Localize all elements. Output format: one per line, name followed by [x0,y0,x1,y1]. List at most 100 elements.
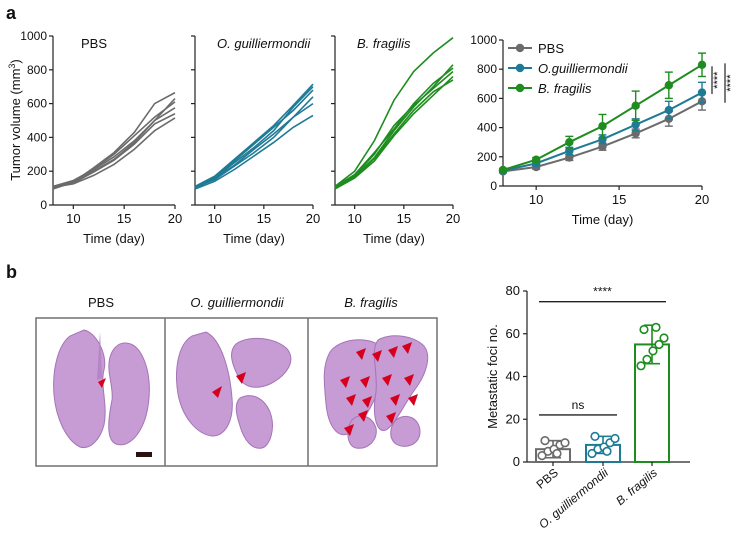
data-point [639,324,649,335]
chart-title: B. fragilis [357,36,411,51]
x-tick-label: 15 [257,211,271,226]
x-tick-label: 15 [117,211,131,226]
series-line [52,113,176,189]
histology-title-pbs: PBS [88,295,114,310]
data-point [565,146,574,156]
data-point [664,81,674,90]
x-tick-label: 10 [347,211,361,226]
lung-section-pbs [53,329,150,449]
legend-marker [515,83,525,93]
line-chart-o-guilliermondii: 10 15 20 Time (day) O. guilliermondii [191,35,320,246]
arrowhead-icon [340,342,418,436]
series-line [334,67,454,188]
y-tick-label: 60 [506,326,520,341]
series-line [194,89,314,189]
series-line [194,102,314,189]
y-tick-label: 600 [477,91,497,105]
legend-entry: PBS [538,41,564,56]
data-point [598,142,607,151]
series-line [52,101,176,189]
histology-title-b-fragilis: B. fragilis [344,295,398,310]
data-point [651,322,661,332]
legend-marker [515,63,525,73]
x-tick-label: 10 [66,211,80,226]
y-tick-label: 20 [506,411,520,426]
data-point [636,361,646,371]
series-line [52,107,176,188]
y-axis-label: Tumor volume (mm3) [7,59,23,181]
data-point [610,433,620,444]
chart-title: O. guilliermondii [217,36,311,51]
x-axis-label: Time (day) [83,231,145,246]
panel-letter-a: a [6,3,17,23]
y-tick-label: 400 [27,130,47,144]
series-line [52,91,176,190]
y-axis-label: Metastatic foci no. [485,324,500,429]
y-axis-label-sup: 3 [7,64,17,69]
x-tick-label: PBS [534,466,561,492]
chart-title: PBS [81,36,107,51]
data-point [531,155,541,164]
x-axis-label: Time (day) [363,231,425,246]
y-axis-label-main: Tumor volume (mm [8,69,23,181]
significance-label: **** [725,74,737,92]
series-line [194,114,314,190]
legend-entry: B. fragilis [538,81,592,96]
data-point [654,339,664,350]
data-point [540,436,550,446]
data-point [697,88,707,97]
data-point [664,105,674,115]
x-tick-label: 10 [207,211,221,226]
x-tick-label: 15 [397,211,411,226]
y-tick-label: 1000 [470,33,497,47]
data-point [631,101,640,110]
y-tick-label: 0 [40,198,47,212]
data-point [642,354,652,365]
x-tick-label: 20 [306,211,320,226]
y-tick-label: 40 [506,369,520,384]
data-point [587,448,597,459]
arrowhead-icon [98,378,106,388]
y-tick-label: 200 [477,150,497,164]
data-point [631,120,640,129]
histology-title-o-guilliermondii: O. guilliermondii [190,295,284,310]
y-tick-label: 600 [27,97,47,111]
histology-panel: PBS O. guilliermondii B. fragilis [35,295,438,467]
series-line [194,83,314,188]
data-point [697,60,707,70]
y-tick-label: 200 [27,164,47,178]
legend-marker [515,43,525,53]
series-line [334,37,454,188]
line-chart-b-fragilis: 10 15 20 Time (day) B. fragilis [331,35,460,246]
legend-entry: O.guilliermondii [538,61,629,76]
series-line [52,117,176,189]
data-point [659,333,669,343]
arrowhead-icon [236,372,246,384]
arrowhead-icon [212,386,222,398]
significance-label: **** [712,71,724,89]
x-tick-label: 15 [612,192,626,207]
data-point [598,121,607,131]
y-tick-label: 1000 [20,29,47,43]
data-point [498,165,508,175]
series-line [194,86,314,189]
comparison-label: ns [572,398,585,412]
data-point [648,346,658,356]
series-line [334,79,454,189]
y-tick-label: 0 [490,179,497,193]
y-axis-label-close: ) [8,59,23,63]
data-point [560,438,570,448]
x-axis-label: Time (day) [572,212,634,227]
data-point [552,448,562,459]
x-tick-label: 20 [695,192,709,207]
comparison-label: **** [593,285,612,299]
x-tick-label: 20 [446,211,460,226]
y-tick-label: 80 [506,283,520,298]
x-axis-label: Time (day) [223,231,285,246]
data-point [565,153,574,162]
y-tick-label: 0 [513,454,520,469]
